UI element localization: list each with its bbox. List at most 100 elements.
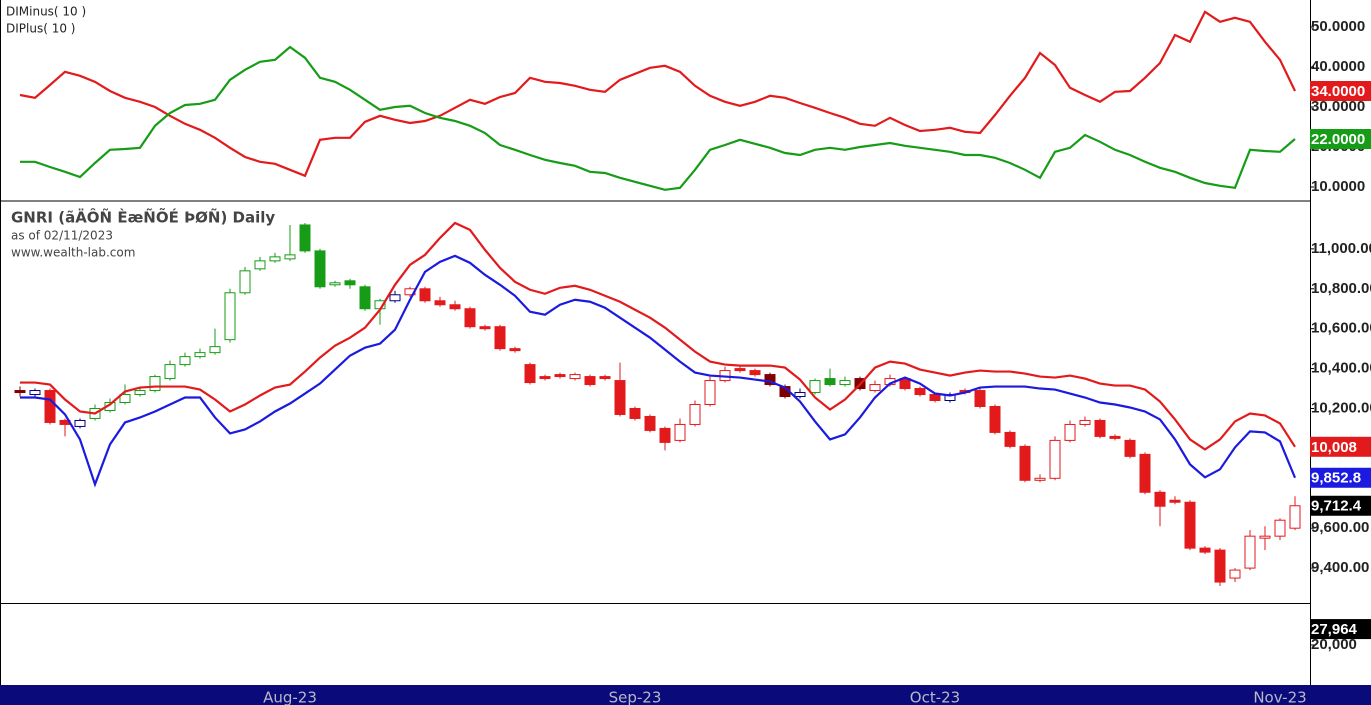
candle-body [584, 376, 596, 386]
chart-title: GNRI (ãÄÔÑ ÈæÑÕÉ ÞØÑ) Daily [11, 208, 275, 227]
candle-body [494, 326, 506, 350]
last-value-label: 9,852.8 [1311, 470, 1361, 487]
candle-body [14, 390, 26, 394]
candle-body [704, 380, 716, 405]
candle-body [1019, 445, 1031, 481]
candle-body [734, 368, 746, 372]
candle-body [164, 364, 176, 380]
candle-body [839, 380, 851, 386]
indicator-line [20, 45, 1296, 191]
candle-body [1064, 423, 1076, 441]
candle-body [74, 419, 86, 427]
y-tick-label: 10.0000 [1311, 178, 1365, 195]
candle-body [749, 370, 761, 376]
candle-body [764, 374, 776, 386]
last-value-label: 34.0000 [1311, 83, 1365, 100]
candle-body [914, 388, 926, 396]
candle-body [44, 390, 56, 423]
candle-body [329, 282, 341, 286]
candle-body [1034, 477, 1046, 481]
y-tick-label: 40.0000 [1311, 58, 1365, 75]
candle-body [1199, 547, 1211, 553]
source-note: www.wealth-lab.com [11, 246, 135, 260]
candle-body [344, 280, 356, 286]
candle-body [434, 300, 446, 306]
y-tick-label: 30.0000 [1311, 98, 1365, 115]
last-value-badge [1310, 81, 1371, 101]
y-tick-label: 10,600.00 [1311, 320, 1371, 337]
candle-body [224, 292, 236, 341]
candle-body [1229, 569, 1241, 579]
indicator-line [20, 254, 1297, 488]
candle-body [284, 254, 296, 260]
last-value-badge [1310, 495, 1371, 516]
y-tick-label: 10,800.00 [1311, 280, 1371, 297]
candle-body [524, 364, 536, 384]
candle-body [974, 390, 986, 407]
indicator-line [19, 10, 1296, 178]
candle-body [1094, 419, 1106, 437]
candle-body [419, 288, 431, 302]
candle-body [599, 376, 611, 380]
candle-body [659, 427, 671, 443]
candle-body [1124, 439, 1136, 457]
indicator-line [20, 221, 1296, 451]
candle-body [179, 356, 191, 366]
candle-body [449, 304, 461, 310]
x-tick-label: Nov-23 [1253, 689, 1306, 705]
candle-body [989, 405, 1001, 433]
candle-body [629, 407, 641, 419]
candle-body [464, 308, 476, 328]
candle-body [1079, 419, 1091, 425]
last-value-label: 27,964 [1311, 621, 1358, 638]
candle-body [1139, 453, 1151, 493]
last-value-badge [1310, 619, 1371, 640]
y-tick-label: 9,400.00 [1311, 559, 1369, 576]
y-tick-label: 11,000.00 [1311, 240, 1371, 257]
candle-body [149, 376, 161, 392]
candle-body [194, 352, 206, 358]
candle-body [479, 326, 491, 330]
candle-body [1154, 491, 1166, 507]
candle-body [119, 394, 131, 403]
candle-body [314, 250, 326, 288]
candle-body [239, 270, 251, 294]
candle-body [1259, 535, 1271, 539]
candle-body [569, 374, 581, 380]
y-tick-label: 20,000 [1311, 636, 1357, 653]
candle-body [689, 403, 701, 425]
candle-body [29, 390, 41, 396]
candle-body [299, 224, 311, 252]
candle-body [1109, 435, 1121, 439]
candle-body [269, 256, 281, 262]
candle-body [614, 380, 626, 415]
candle-body [1004, 431, 1016, 447]
candle-body [209, 346, 221, 354]
candle-body [1289, 505, 1301, 529]
last-value-label: 22.0000 [1311, 131, 1365, 148]
candle-body [1274, 519, 1286, 537]
legend-entry: DIMinus( 10 ) [6, 5, 86, 19]
candle-body [1244, 535, 1256, 569]
candle-body [809, 380, 821, 394]
candle-body [929, 394, 941, 402]
candle-body [1169, 499, 1181, 503]
candle-body [359, 286, 371, 310]
last-value-badge [1310, 467, 1371, 488]
candle-body [509, 348, 521, 352]
candle-body [389, 294, 401, 302]
chart-subtitle: as of 02/11/2023 [11, 229, 113, 243]
x-tick-label: Sep-23 [609, 689, 662, 705]
candle-body [134, 390, 146, 396]
y-tick-label: 9,600.00 [1311, 519, 1369, 536]
last-value-label: 9,712.4 [1311, 498, 1362, 515]
last-value-badge [1310, 436, 1371, 457]
legend-entry: DIPlus( 10 ) [6, 22, 75, 36]
date-bar [0, 685, 1371, 705]
candle-body [554, 374, 566, 378]
x-tick-label: Oct-23 [910, 689, 960, 705]
y-tick-label: 10,400.00 [1311, 360, 1371, 377]
last-value-label: 10,008 [1311, 439, 1357, 456]
y-tick-label: 10,200.00 [1311, 399, 1371, 416]
